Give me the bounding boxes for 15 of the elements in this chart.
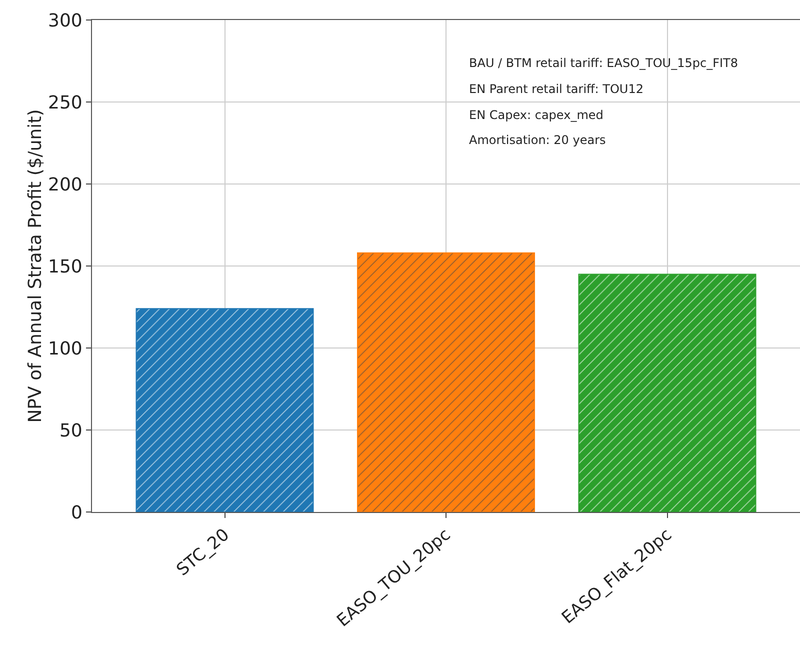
bar [136, 308, 314, 512]
y-tick-label: 50 [59, 420, 82, 442]
y-tick-label: 100 [48, 338, 82, 360]
bar [578, 274, 756, 512]
y-tick-label: 0 [70, 502, 82, 524]
annotation: EN Parent retail tariff: TOU12 [469, 82, 644, 96]
annotation: Amortisation: 20 years [469, 133, 606, 147]
y-axis-title: NPV of Annual Strata Profit ($/unit) [25, 109, 46, 423]
y-tick-label: 250 [48, 92, 82, 114]
y-tick-label: 150 [48, 256, 82, 278]
annotation: BAU / BTM retail tariff: EASO_TOU_15pc_FIT8 [469, 56, 738, 70]
y-tick-label: 300 [48, 10, 82, 32]
y-tick-label: 200 [48, 174, 82, 196]
annotation: EN Capex: capex_med [469, 108, 604, 122]
bar [357, 252, 535, 512]
